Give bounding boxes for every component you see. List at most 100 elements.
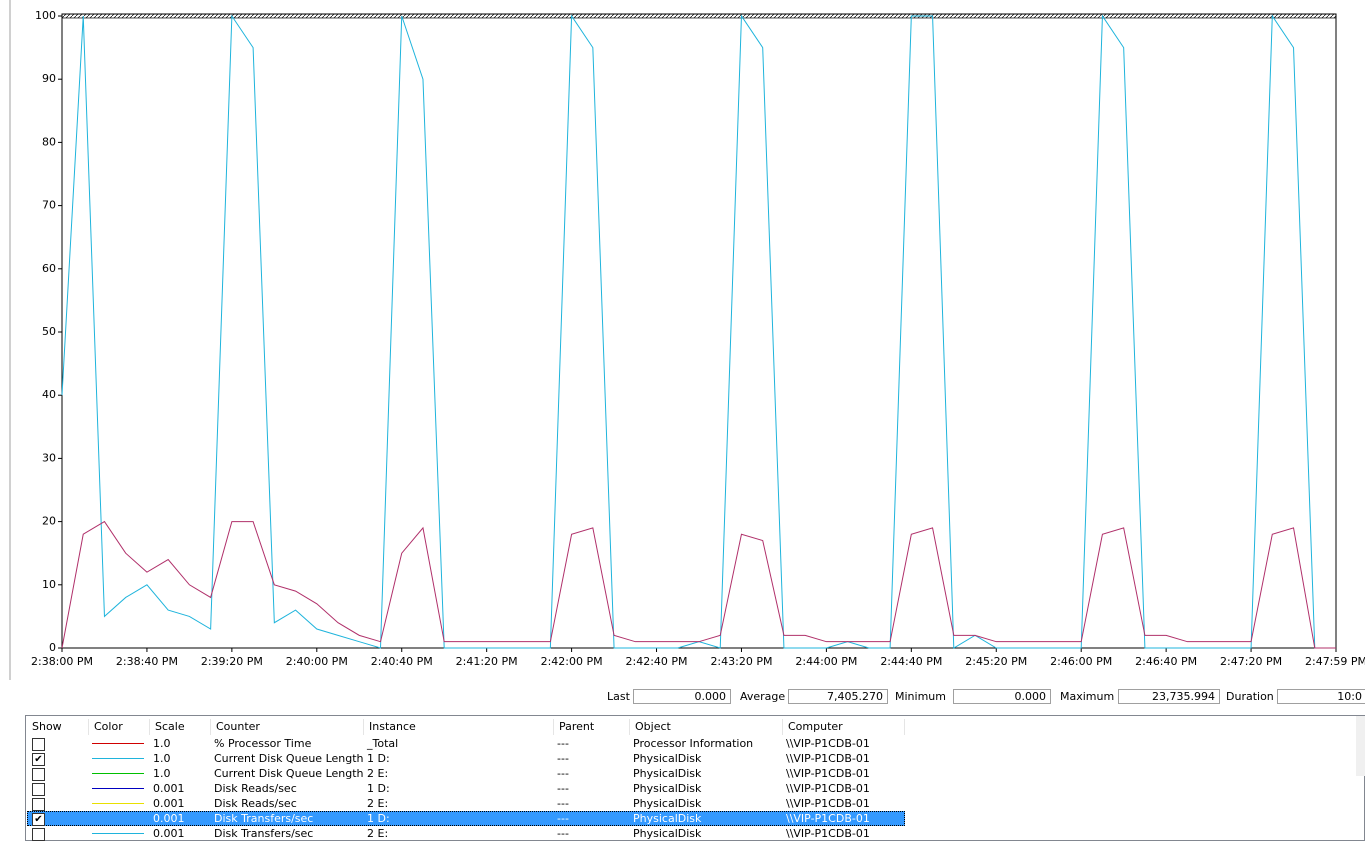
table-cell: \\VIP-P1CDB-01 (786, 782, 870, 795)
table-cell: --- (557, 812, 569, 825)
column-header: Parent (559, 719, 630, 735)
x-tick-label: 2:44:00 PM (795, 655, 857, 668)
show-checkbox[interactable]: ✔ (32, 753, 45, 766)
table-cell: \\VIP-P1CDB-01 (786, 812, 870, 825)
table-cell: 1 D: (367, 812, 390, 825)
show-checkbox[interactable] (32, 828, 45, 841)
color-swatch (92, 773, 144, 774)
y-tick-label: 40 (42, 388, 56, 401)
stat-label: Maximum (1060, 690, 1115, 703)
table-cell: 0.001 (153, 797, 185, 810)
color-swatch (92, 788, 144, 789)
stat-label: Last (607, 690, 630, 703)
series-line (61, 520, 1336, 649)
column-header: Scale (155, 719, 211, 735)
table-cell: 0.001 (153, 782, 185, 795)
table-cell: 1.0 (153, 767, 171, 780)
table-cell: _Total (367, 737, 399, 750)
color-swatch (92, 743, 144, 744)
x-tick-label: 2:46:40 PM (1135, 655, 1197, 668)
x-tick-label: 2:42:00 PM (541, 655, 603, 668)
scrollbar[interactable] (1356, 716, 1365, 776)
y-tick-label: 100 (35, 9, 56, 22)
stat-value: 0.000 (953, 689, 1051, 704)
show-checkbox[interactable]: ✔ (32, 813, 45, 826)
y-tick-label: 0 (49, 641, 56, 654)
table-cell: Disk Reads/sec (214, 782, 297, 795)
column-header: Show (32, 719, 89, 735)
upper-limit-band (61, 13, 1337, 19)
color-swatch (92, 803, 144, 804)
x-tick-label: 2:47:20 PM (1220, 655, 1282, 668)
color-swatch (92, 818, 144, 819)
table-cell: --- (557, 782, 569, 795)
table-cell: 2 E: (367, 797, 389, 810)
x-tick-label: 2:43:20 PM (710, 655, 772, 668)
show-checkbox[interactable] (32, 783, 45, 796)
table-cell: Current Disk Queue Length (214, 752, 364, 765)
table-cell: 1.0 (153, 737, 171, 750)
x-tick-label: 2:46:00 PM (1050, 655, 1112, 668)
color-swatch (92, 833, 144, 834)
x-tick-label: 2:40:00 PM (286, 655, 348, 668)
table-cell: PhysicalDisk (633, 752, 702, 765)
table-cell: \\VIP-P1CDB-01 (786, 767, 870, 780)
stat-label: Average (740, 690, 786, 703)
chart: 0 10 20 30 40 50 60 70 80 90 100 2:38:00 PM 2:38:40 … (9, 0, 1365, 680)
table-cell: PhysicalDisk (633, 782, 702, 795)
x-tick-label: 2:44:40 PM (880, 655, 942, 668)
table-cell: PhysicalDisk (633, 812, 702, 825)
table-cell: Disk Transfers/sec (214, 812, 314, 825)
table-cell: Disk Transfers/sec (214, 827, 314, 840)
table-cell: \\VIP-P1CDB-01 (786, 797, 870, 810)
color-swatch (92, 758, 144, 759)
series-line (61, 14, 1336, 649)
table-cell: Current Disk Queue Length (214, 767, 364, 780)
table-cell: Processor Information (633, 737, 754, 750)
table-cell: --- (557, 827, 569, 840)
show-checkbox[interactable] (32, 798, 45, 811)
table-cell: \\VIP-P1CDB-01 (786, 737, 870, 750)
column-header: Counter (216, 719, 364, 735)
x-tick-label: 2:39:20 PM (201, 655, 263, 668)
stat-label: Duration (1226, 690, 1274, 703)
table-cell: 2 E: (367, 827, 389, 840)
table-cell: 0.001 (153, 812, 185, 825)
stat-value: 0.000 (633, 689, 731, 704)
table-cell: 1.0 (153, 752, 171, 765)
x-tick-label: 2:38:00 PM (31, 655, 93, 668)
y-tick-label: 90 (42, 72, 56, 85)
table-cell: Disk Reads/sec (214, 797, 297, 810)
table-cell: 2 E: (367, 767, 389, 780)
column-header: Color (94, 719, 150, 735)
y-tick-label: 60 (42, 262, 56, 275)
x-tick-label: 2:42:40 PM (626, 655, 688, 668)
show-checkbox[interactable] (32, 768, 45, 781)
x-tick-label: 2:41:20 PM (456, 655, 518, 668)
table-cell: \\VIP-P1CDB-01 (786, 752, 870, 765)
y-tick-label: 20 (42, 515, 56, 528)
column-header: Computer (788, 719, 905, 735)
selected-row (27, 811, 905, 826)
x-tick-label: 2:45:20 PM (965, 655, 1027, 668)
stat-label: Minimum (895, 690, 946, 703)
x-tick-label: 2:40:40 PM (371, 655, 433, 668)
stat-value: 7,405.270 (788, 689, 888, 704)
table-cell: \\VIP-P1CDB-01 (786, 827, 870, 840)
y-tick-label: 70 (42, 199, 56, 212)
y-tick-label: 50 (42, 325, 56, 338)
stat-value: 23,735.994 (1118, 689, 1220, 704)
show-checkbox[interactable] (32, 738, 45, 751)
x-tick-label: 2:47:59 PM (1305, 655, 1365, 668)
x-tick-label: 2:38:40 PM (116, 655, 178, 668)
table-cell: PhysicalDisk (633, 797, 702, 810)
table-cell: PhysicalDisk (633, 767, 702, 780)
y-tick-label: 30 (42, 451, 56, 464)
table-cell: % Processor Time (214, 737, 312, 750)
table-cell: 1 D: (367, 782, 390, 795)
y-tick-label: 80 (42, 135, 56, 148)
table-cell: --- (557, 737, 569, 750)
table-cell: 0.001 (153, 827, 185, 840)
table-cell: 1 D: (367, 752, 390, 765)
